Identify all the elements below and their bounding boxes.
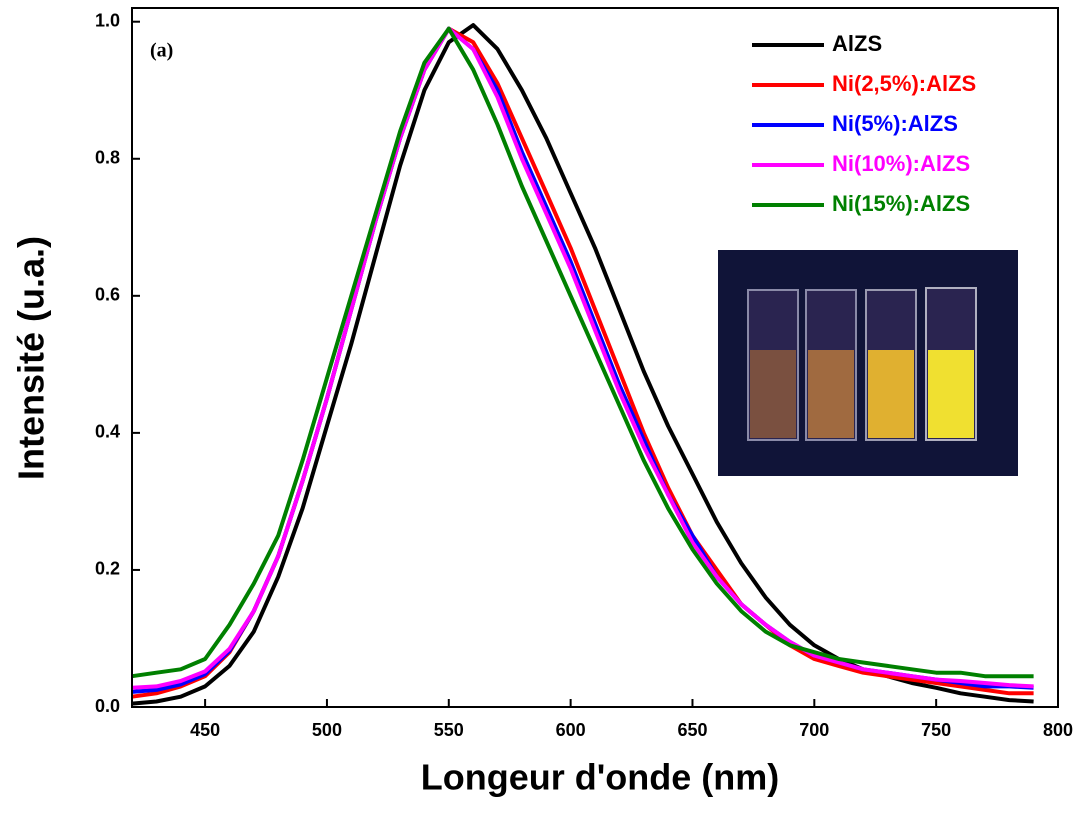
y-tick-label: 0.2 <box>95 559 120 579</box>
y-tick-label: 1.0 <box>95 10 120 30</box>
y-tick-label: 0.4 <box>95 422 120 442</box>
x-tick-label: 600 <box>556 720 586 740</box>
legend-label: Ni(10%):AlZS <box>832 151 970 176</box>
y-tick-label: 0.6 <box>95 285 120 305</box>
y-axis-label: Intensité (u.a.) <box>11 236 52 480</box>
legend-label: Ni(5%):AlZS <box>832 111 958 136</box>
x-tick-label: 450 <box>190 720 220 740</box>
annotation: (a) <box>150 40 173 62</box>
y-tick-label: 0.0 <box>95 696 120 716</box>
plot-frame <box>131 7 1059 708</box>
x-tick-label: 700 <box>799 720 829 740</box>
x-tick-label: 800 <box>1043 720 1073 740</box>
inset-photo <box>718 250 1018 476</box>
x-axis-label: Longeur d'onde (nm) <box>421 757 780 798</box>
legend-label: AlZS <box>832 31 882 56</box>
x-tick-label: 500 <box>312 720 342 740</box>
x-tick-label: 550 <box>434 720 464 740</box>
y-tick-label: 0.8 <box>95 148 120 168</box>
series-line <box>131 26 1034 679</box>
x-tick-label: 650 <box>677 720 707 740</box>
series-line <box>131 26 1034 690</box>
legend-label: Ni(15%):AlZS <box>832 191 970 216</box>
x-tick-label: 750 <box>921 720 951 740</box>
legend-label: Ni(2,5%):AlZS <box>832 71 976 96</box>
